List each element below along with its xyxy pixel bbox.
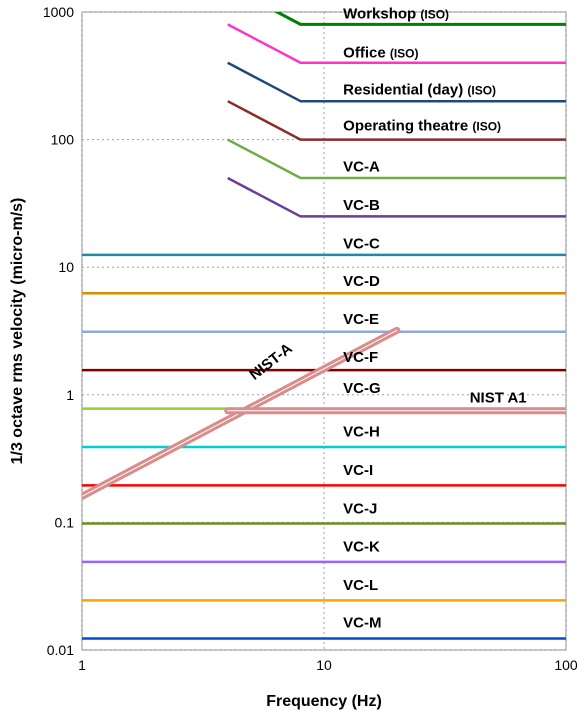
chart-svg: 1 10 100 0.01 0.1 1 10 100 1000 Frequency (Hz) 1/3… bbox=[0, 0, 586, 720]
x-tick-label: 10 bbox=[316, 657, 332, 673]
y-tick-label: 1000 bbox=[43, 4, 74, 20]
x-tick-label: 100 bbox=[554, 657, 578, 673]
series-label: VC-M bbox=[343, 615, 381, 632]
series-label: VC-L bbox=[343, 577, 378, 594]
series-label: Workshop (ISO) bbox=[343, 5, 449, 22]
series-label: Residential (day) (ISO) bbox=[343, 82, 496, 99]
series-label: VC-G bbox=[343, 380, 381, 397]
x-tick-label: 1 bbox=[78, 657, 86, 673]
series-label: VC-J bbox=[343, 501, 377, 518]
series-label: NIST A1 bbox=[470, 390, 527, 407]
series-label: Office (ISO) bbox=[343, 44, 418, 61]
y-tick-label: 0.01 bbox=[47, 642, 74, 658]
series-label: VC-B bbox=[343, 197, 380, 214]
y-tick-label: 1 bbox=[66, 387, 74, 403]
y-tick-label: 0.1 bbox=[55, 514, 75, 530]
series-label: VC-K bbox=[343, 539, 380, 556]
series-label: VC-E bbox=[343, 311, 379, 328]
series-label: Operating theatre (ISO) bbox=[343, 117, 501, 134]
series-label: VC-I bbox=[343, 462, 373, 479]
x-axis-label: Frequency (Hz) bbox=[266, 693, 382, 710]
series-label: VC-C bbox=[343, 236, 380, 253]
chart-bg bbox=[0, 0, 586, 720]
y-tick-label: 100 bbox=[51, 132, 75, 148]
series-label: VC-H bbox=[343, 424, 380, 441]
series-label: VC-F bbox=[343, 349, 378, 366]
vibration-criteria-chart: 1 10 100 0.01 0.1 1 10 100 1000 Frequency (Hz) 1/3… bbox=[0, 0, 586, 720]
series-label: VC-D bbox=[343, 273, 380, 290]
y-tick-label: 10 bbox=[58, 259, 74, 275]
series-label: VC-A bbox=[343, 159, 380, 176]
y-axis-label: 1/3 octave rms velocity (micro-m/s) bbox=[9, 198, 26, 465]
